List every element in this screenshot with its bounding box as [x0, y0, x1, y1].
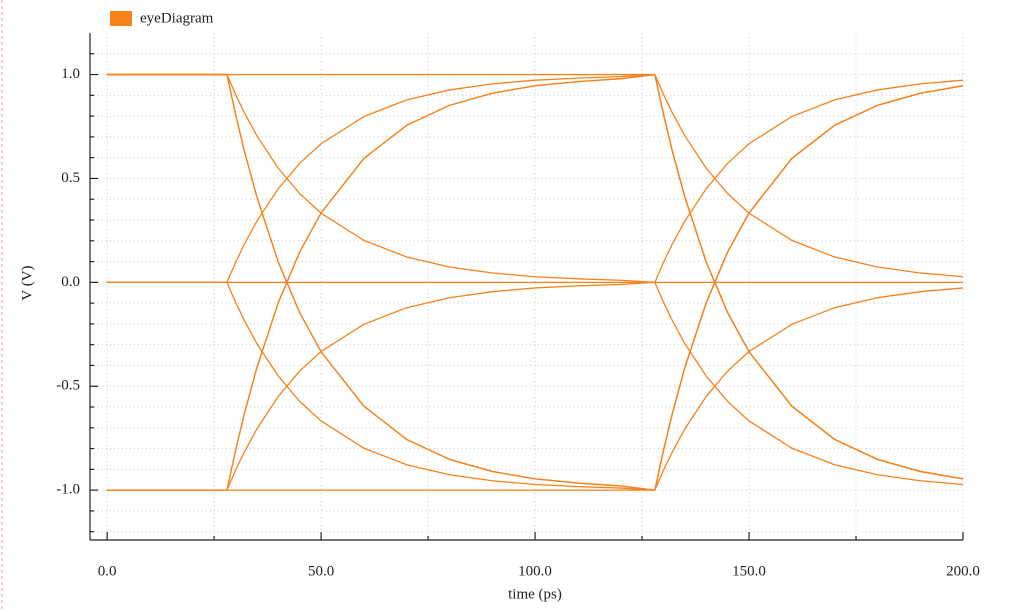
y-tick-label: 0.5 [61, 170, 80, 186]
legend-label: eyeDiagram [140, 10, 214, 26]
trace [107, 85, 964, 491]
y-tick-label: 0.0 [61, 274, 80, 290]
y-axis-label: V (V) [19, 265, 35, 300]
trace [107, 281, 964, 491]
x-tick-label: 200.0 [946, 563, 980, 579]
trace [107, 73, 964, 284]
x-tick-label: 0.0 [98, 563, 117, 579]
x-tick-label: 150.0 [732, 563, 766, 579]
x-tick-label: 100.0 [518, 563, 552, 579]
y-tick-label: -1.0 [56, 482, 80, 498]
legend-swatch [110, 11, 132, 26]
x-axis-label: time (ps) [508, 586, 562, 602]
y-tick-label: 1.0 [61, 66, 80, 82]
y-tick-label: -0.5 [56, 378, 80, 394]
x-tick-label: 50.0 [308, 563, 334, 579]
trace [107, 73, 964, 491]
